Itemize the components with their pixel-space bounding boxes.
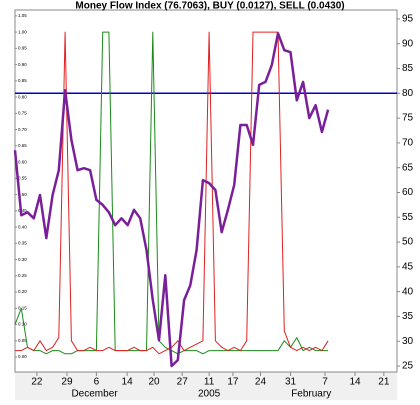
- x-tick-label: 24: [255, 377, 267, 388]
- y2-tick-label: 0.55: [18, 176, 27, 181]
- x-period-label: 2005: [198, 389, 221, 400]
- y2-tick-label: 0.25: [18, 273, 27, 278]
- y-tick-label: 90: [402, 38, 414, 49]
- y2-tick-label: 0.75: [18, 111, 27, 116]
- x-tick-label: 14: [122, 377, 134, 388]
- y-tick-label: 75: [402, 113, 414, 124]
- y2-tick-label: 0.70: [18, 127, 27, 132]
- y-tick-label: 70: [402, 138, 414, 149]
- y2-tick-label: 0.00: [18, 354, 27, 359]
- series-line: [15, 31, 329, 355]
- x-period-label: February: [291, 389, 331, 400]
- x-tick-label: 31: [285, 377, 297, 388]
- y-tick-label: 60: [402, 187, 414, 198]
- y2-tick-label: 0.45: [18, 208, 27, 213]
- y2-tick-label: 0.15: [18, 305, 27, 310]
- y2-tick-label: 0.90: [18, 62, 27, 67]
- x-tick-label: 20: [148, 377, 160, 388]
- chart-title: Money Flow Index (76.7063), BUY (0.0127)…: [75, 1, 344, 12]
- y-tick-label: 45: [402, 262, 414, 273]
- x-tick-label: 14: [349, 377, 361, 388]
- y2-tick-label: 0.95: [18, 46, 27, 51]
- y-tick-label: 80: [402, 88, 414, 99]
- y-tick-label: 30: [402, 336, 414, 347]
- y2-tick-label: 0.20: [18, 289, 27, 294]
- y-tick-label: 25: [402, 361, 414, 372]
- y-tick-label: 50: [402, 237, 414, 248]
- x-axis-band: [15, 372, 397, 400]
- x-period-label: December: [71, 389, 118, 400]
- x-tick-label: 7: [322, 377, 328, 388]
- y2-tick-label: 1.05: [18, 13, 27, 18]
- x-tick-label: 21: [378, 377, 390, 388]
- y2-tick-label: 0.40: [18, 224, 27, 229]
- y2-tick-label: 0.35: [18, 241, 27, 246]
- y-tick-label: 35: [402, 311, 414, 322]
- y2-tick-label: 0.50: [18, 192, 27, 197]
- y-tick-label: 85: [402, 63, 414, 74]
- x-tick-label: 17: [227, 377, 239, 388]
- y2-tick-label: 0.60: [18, 159, 27, 164]
- x-tick-label: 27: [177, 377, 189, 388]
- y2-tick-label: 0.80: [18, 94, 27, 99]
- y2-tick-label: 0.65: [18, 143, 27, 148]
- y2-tick-label: 0.05: [18, 338, 27, 343]
- y2-tick-label: 0.10: [18, 322, 27, 327]
- y2-tick-label: 0.85: [18, 78, 27, 83]
- x-tick-label: 22: [31, 377, 43, 388]
- y-tick-label: 65: [402, 162, 414, 173]
- x-tick-label: 6: [94, 377, 100, 388]
- series-line: [13, 32, 330, 368]
- x-tick-label: 29: [61, 377, 73, 388]
- x-tick-label: 11: [204, 377, 215, 388]
- y-tick-label: 95: [402, 14, 414, 25]
- y-tick-label: 40: [402, 286, 414, 297]
- y-tick-label: 55: [402, 212, 414, 223]
- y2-tick-label: 1.00: [18, 29, 27, 34]
- plot-frame: [14, 9, 398, 373]
- y2-tick-label: 0.30: [18, 257, 27, 262]
